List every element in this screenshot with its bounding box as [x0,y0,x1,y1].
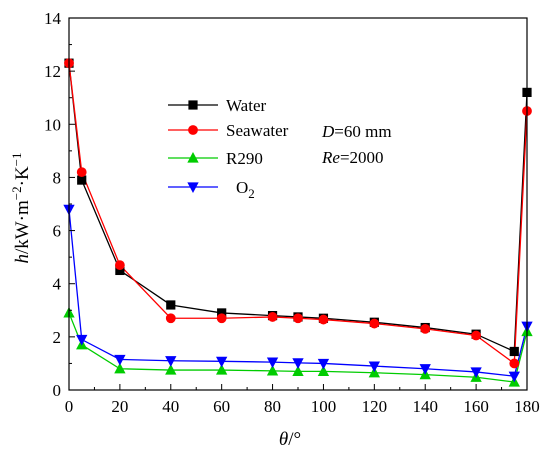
y-tick-label: 14 [44,9,62,28]
legend: Water Seawater R290 O2 [168,96,289,201]
annotation-diameter: D=60 mm [321,122,392,141]
x-tick-label: 40 [162,397,179,416]
data-point-o [76,334,88,346]
data-point-seawater [318,314,329,325]
data-point-seawater [471,330,482,341]
legend-label: R290 [226,149,263,168]
data-point-r290 [266,364,279,376]
x-tick-label: 120 [362,397,388,416]
data-point-seawater [165,313,176,324]
data-point-seawater [114,260,125,271]
legend-marker [188,125,198,135]
y-tick-label: 4 [53,275,62,294]
annotation-reynolds: Re=2000 [321,148,384,167]
data-point-o [419,364,431,375]
y-axis-label: h/kW·m−2·K−1 [9,152,33,263]
legend-marker [188,100,198,110]
legend-label: O2 [236,178,255,201]
data-point-r290 [317,365,330,377]
data-point-water [509,346,519,357]
x-tick-label: 0 [65,397,74,416]
data-point-seawater [293,313,303,324]
x-tick-label: 20 [111,397,128,416]
x-tick-label: 160 [463,397,489,416]
series-line-water [68,63,528,353]
data-point-o [508,371,520,383]
x-tick-label: 180 [514,397,540,416]
data-point-water [166,300,176,310]
series-line-o [68,209,528,377]
data-point-o [114,354,126,366]
data-point-seawater [216,313,227,324]
data-point-r290 [165,364,177,375]
data-point-o [470,367,482,378]
data-point-seawater [267,312,278,322]
y-tick-label: 12 [44,62,61,81]
data-point-seawater [76,167,87,178]
data-point-o [368,361,380,373]
legend-label: Seawater [226,121,289,140]
data-point-o [317,358,330,370]
y-tick-label: 6 [53,222,62,241]
legend-marker [187,182,199,194]
data-point-r290 [216,364,228,375]
data-point-water [77,175,87,185]
x-tick-label: 60 [213,397,230,416]
legend-marker [187,151,199,163]
y-tick-label: 0 [53,381,62,400]
x-tick-label: 100 [311,397,337,416]
y-tick-label: 8 [53,168,62,187]
data-point-r290 [114,362,126,374]
data-point-o [292,358,304,369]
data-point-o [216,356,228,368]
legend-label: Water [226,96,266,115]
data-point-r290 [368,366,380,378]
data-point-o [266,357,279,369]
x-axis-label: θ/° [279,429,301,450]
y-tick-label: 2 [53,328,62,347]
x-tick-label: 140 [412,397,438,416]
data-point-r290 [292,365,304,377]
y-tick-label: 10 [44,115,61,134]
data-point-o [165,356,177,367]
data-point-seawater [369,318,380,329]
data-point-seawater [509,358,520,369]
data-point-seawater [420,323,431,334]
plot-frame [68,17,528,391]
x-tick-label: 80 [264,397,281,416]
